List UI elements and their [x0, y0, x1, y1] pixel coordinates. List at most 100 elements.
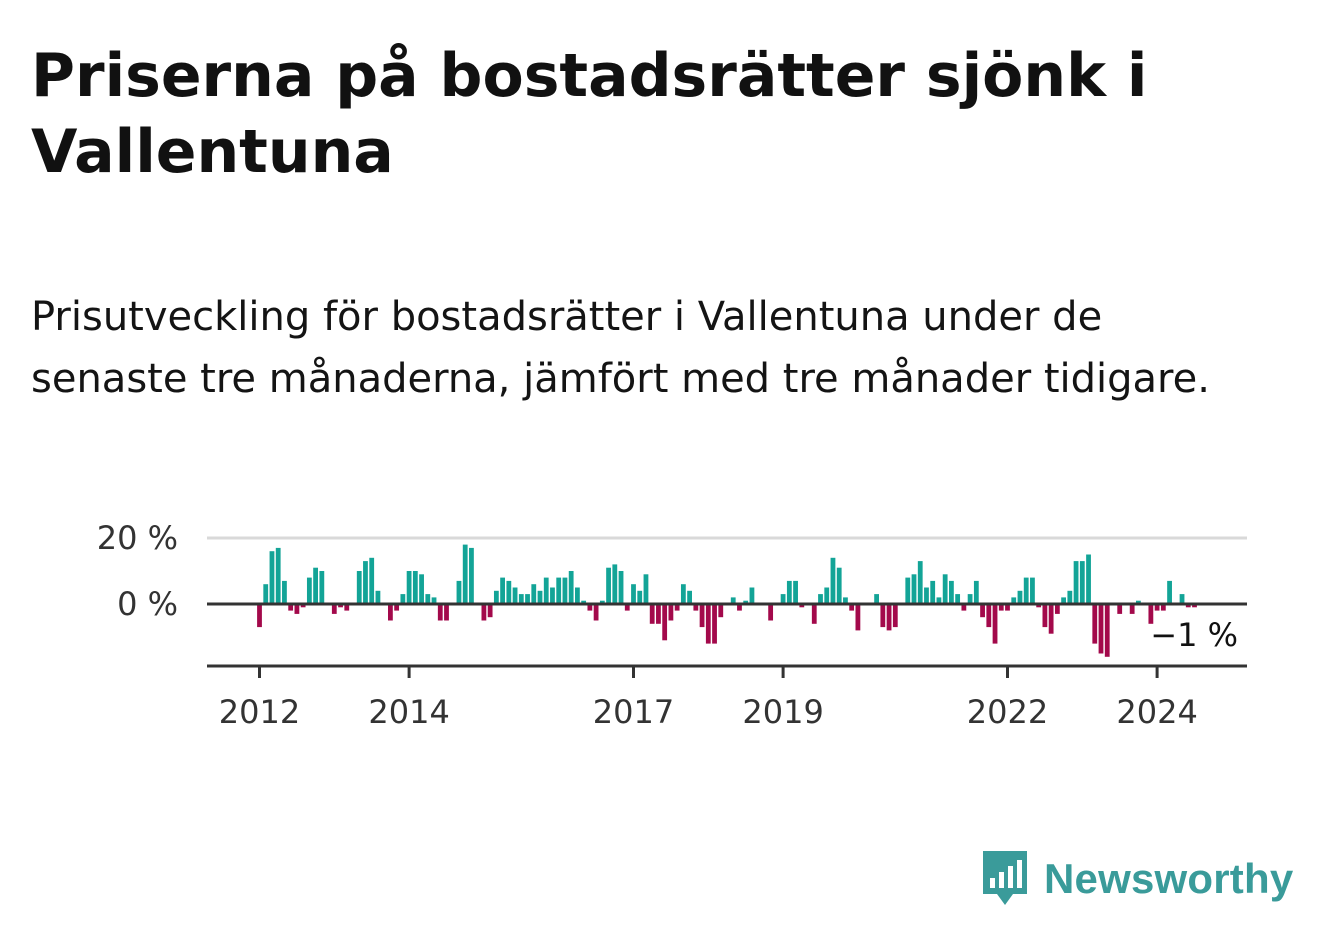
bar: [400, 594, 406, 604]
bar: [406, 571, 412, 604]
bar: [680, 584, 686, 604]
bar: [412, 571, 418, 604]
bar: [656, 604, 661, 624]
bar: [799, 604, 805, 608]
bar: [967, 594, 973, 604]
bar: [973, 580, 979, 604]
bar: [712, 604, 717, 644]
bar: [1030, 577, 1035, 604]
bar: [500, 577, 505, 604]
x-tick-label: 2019: [742, 693, 823, 731]
bar: [512, 587, 518, 604]
bar: [481, 604, 487, 621]
bar: [849, 604, 855, 611]
bar: [780, 594, 786, 604]
bar: [786, 580, 792, 604]
bar: [892, 604, 898, 628]
bar: [469, 547, 474, 604]
latest-value-label: −1 %: [1150, 616, 1238, 654]
chart-bubble-icon: [983, 851, 1027, 905]
bar: [1185, 604, 1191, 608]
bar: [674, 604, 680, 611]
bar: [1117, 604, 1123, 614]
bar: [618, 571, 624, 604]
y-tick-label: 20 %: [97, 519, 178, 557]
bar: [275, 547, 281, 604]
bar: [456, 580, 462, 604]
x-tick-label: 2022: [967, 693, 1048, 731]
bar: [444, 604, 449, 621]
bar: [998, 604, 1004, 611]
bar: [306, 577, 312, 604]
bar: [768, 604, 774, 621]
bar: [599, 600, 605, 604]
bar: [562, 577, 568, 604]
bar: [487, 604, 493, 618]
bar: [1086, 554, 1091, 604]
bar: [930, 580, 936, 604]
bar: [1154, 604, 1160, 611]
bar: [344, 604, 350, 611]
bar: [1098, 604, 1104, 654]
bar: [936, 597, 942, 604]
bar: [331, 604, 337, 614]
bar: [811, 604, 817, 624]
bar: [662, 604, 668, 641]
bar: [506, 580, 512, 604]
bar: [518, 594, 524, 604]
y-tick-label: 0 %: [117, 585, 178, 623]
bar: [624, 604, 630, 611]
bar: [1017, 590, 1023, 604]
chart-subtitle: Prisutveckling för bostadsrätter i Valle…: [31, 294, 1210, 402]
bar: [855, 604, 861, 631]
bar: [425, 594, 431, 604]
bar: [905, 577, 911, 604]
bar: [880, 604, 886, 628]
bar: [986, 604, 992, 628]
bar: [843, 597, 848, 604]
bar: [269, 551, 275, 604]
bar: [749, 587, 755, 604]
bar: [282, 580, 287, 604]
bar: [961, 604, 967, 611]
bar: [550, 587, 555, 604]
bar: [643, 574, 649, 604]
bar: [369, 557, 375, 604]
x-tick-label: 2014: [368, 693, 449, 731]
bar: [649, 604, 655, 624]
bar: [1023, 577, 1029, 604]
bar: [830, 557, 836, 604]
bar: [1011, 597, 1017, 604]
bar: [637, 590, 643, 604]
x-tick-label: 2012: [219, 693, 300, 731]
bar: [737, 604, 742, 611]
bar: [288, 604, 294, 611]
newsworthy-logo: Newsworthy: [980, 848, 1293, 910]
bar: [924, 587, 929, 604]
bar: [1129, 604, 1135, 614]
bar: [394, 604, 400, 611]
bar: [874, 594, 879, 604]
x-tick-label: 2024: [1116, 693, 1197, 731]
bar: [955, 594, 961, 604]
bar: [493, 590, 499, 604]
bar: [687, 590, 692, 604]
bar: [1167, 580, 1172, 604]
bar: [1092, 604, 1098, 644]
bar: [587, 604, 593, 611]
chart-title: Priserna på bostadsrätter sjönk i Vallen…: [31, 41, 1148, 187]
brand-name: Newsworthy: [1044, 855, 1294, 902]
bar: [537, 590, 543, 604]
bar: [1036, 604, 1042, 608]
bar: [263, 584, 269, 604]
bar: [1042, 604, 1048, 628]
bar: [917, 561, 923, 604]
bar: [338, 604, 343, 608]
bar: [1054, 604, 1060, 614]
bar: [593, 604, 599, 621]
bar: [356, 571, 362, 604]
bar: [668, 604, 674, 621]
bar: [699, 604, 705, 628]
bar: [531, 584, 537, 604]
bar: [419, 574, 424, 604]
